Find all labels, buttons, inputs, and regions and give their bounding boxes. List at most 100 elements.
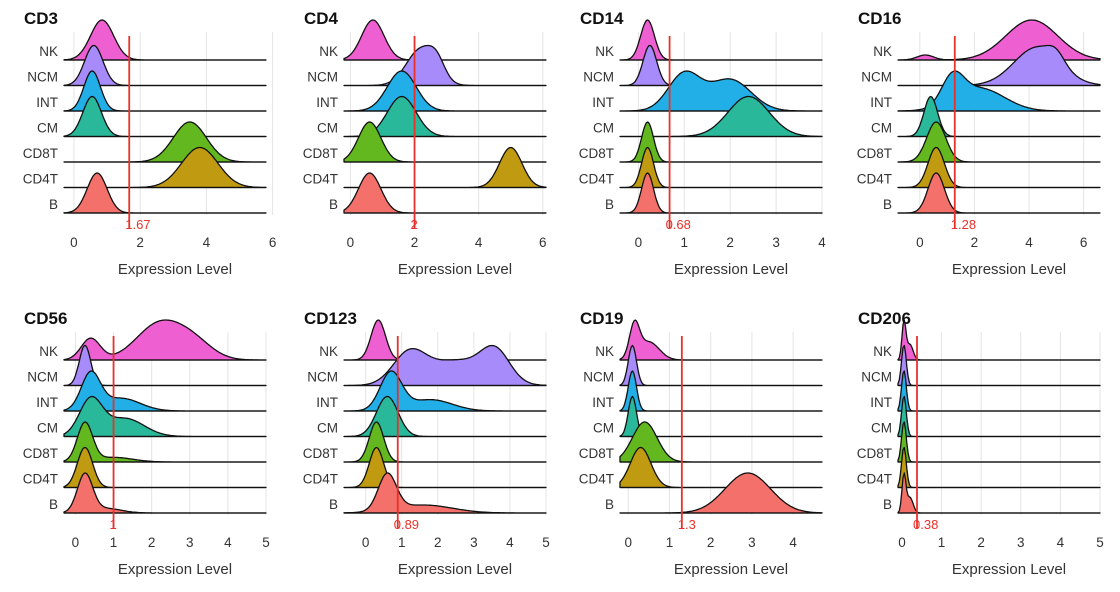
x-axis-title: Expression Level [118,261,232,278]
x-tick-label: 6 [269,235,277,250]
ridge-cm [63,95,267,138]
x-tick-label: 0 [70,235,78,250]
row-label-b: B [49,497,58,512]
row-label-nk: NK [319,44,338,59]
ridge-cd8t [619,421,823,463]
row-label-int: INT [316,95,338,110]
ridge-nk [63,319,267,361]
threshold-label: 1.67 [125,217,150,232]
x-tick-label: 2 [971,235,979,250]
ridge-nk [343,319,547,361]
ridge-ncm [897,344,1101,387]
ridgeline-panel-cd4: CD4 NK NCM INT CM CD8T CD4T B 2 0 2 4 6 Expression Le… [284,2,556,292]
ridgeline-plot: CD14 NK NCM INT CM CD8T CD4T B 0.68 0 1 2 3 4 Expressi… [579,9,827,278]
threshold-label: 1.28 [951,217,976,232]
row-label-b: B [605,497,614,512]
x-tick-label: 4 [1025,235,1033,250]
row-label-int: INT [36,395,58,410]
ridge-nk [897,19,1101,61]
x-tick-label: 2 [136,235,144,250]
x-tick-label: 0 [635,235,643,250]
row-label-int: INT [870,395,892,410]
row-label-ncm: NCM [583,70,614,85]
row-label-cm: CM [37,121,58,136]
x-tick-label: 6 [1080,235,1088,250]
ridgeline-panel-cd19: CD19 NK NCM INT CM CD8T CD4T B 1.3 0 1 2 3 4 Expressio… [560,302,832,592]
x-tick-label: 4 [789,535,797,550]
row-label-cd4t: CD4T [303,172,338,187]
row-label-b: B [605,197,614,212]
row-label-cd4t: CD4T [579,472,614,487]
x-tick-label: 1 [110,535,118,550]
ridge-nk [619,319,823,361]
x-tick-label: 5 [262,535,270,550]
x-tick-label: 3 [470,535,478,550]
x-tick-label: 2 [148,535,156,550]
x-tick-label: 5 [542,535,550,550]
threshold-label: 1 [110,517,117,532]
panel-title: CD14 [580,9,624,28]
x-tick-label: 0 [72,535,80,550]
ridge-int [619,370,823,412]
ridge-b [63,172,267,214]
row-label-cd8t: CD8T [23,446,58,461]
row-label-int: INT [316,395,338,410]
x-tick-label: 4 [506,535,514,550]
row-label-cd8t: CD8T [857,146,892,161]
ridgeline-plot: CD16 NK NCM INT CM CD8T CD4T B 1.28 0 2 4 6 Expressio… [857,9,1101,278]
row-label-cd8t: CD8T [857,446,892,461]
row-label-ncm: NCM [861,370,892,385]
row-label-cm: CM [871,121,892,136]
row-label-int: INT [870,95,892,110]
panel-title: CD123 [304,309,357,328]
ridgeline-panel-cd14: CD14 NK NCM INT CM CD8T CD4T B 0.68 0 1 2 3 4 Expressi… [560,2,832,292]
ridge-cd4t [343,446,547,489]
row-label-b: B [329,197,338,212]
threshold-label: 0.38 [913,517,938,532]
x-tick-label: 0 [624,535,632,550]
x-tick-label: 0 [362,535,370,550]
ridgeline-panel-cd123: CD123 NK NCM INT CM CD8T CD4T B 0.89 0 1 2 3 4 5 Expres… [284,302,556,592]
ridge-cd4t [897,446,1101,489]
row-label-cd8t: CD8T [23,146,58,161]
row-label-nk: NK [39,344,58,359]
ridgeline-panel-cd16: CD16 NK NCM INT CM CD8T CD4T B 1.28 0 2 4 6 Expressio… [838,2,1110,292]
row-label-cm: CM [37,421,58,436]
ridge-b [897,472,1101,514]
x-tick-label: 3 [1017,535,1025,550]
ridgeline-panel-cd56: CD56 NK NCM INT CM CD8T CD4T B 1 0 1 2 3 4 5 Expression… [4,302,276,592]
row-label-int: INT [592,95,614,110]
ridgeline-plot: CD123 NK NCM INT CM CD8T CD4T B 0.89 0 1 2 3 4 5 Expres… [303,309,550,578]
ridge-cm [897,395,1101,438]
row-label-cd8t: CD8T [303,446,338,461]
ridgeline-plot: CD56 NK NCM INT CM CD8T CD4T B 1 0 1 2 3 4 5 Expression… [23,309,270,578]
row-label-cd4t: CD4T [23,472,58,487]
x-tick-label: 1 [398,535,406,550]
row-label-cd4t: CD4T [303,472,338,487]
row-label-ncm: NCM [861,70,892,85]
panel-title: CD4 [304,9,339,28]
threshold-label: 1.3 [678,517,696,532]
ridge-cm [63,395,267,438]
x-axis-title: Expression Level [674,261,788,278]
row-label-cm: CM [317,421,338,436]
row-label-nk: NK [319,344,338,359]
x-tick-label: 2 [434,535,442,550]
row-label-nk: NK [595,44,614,59]
x-tick-label: 4 [475,235,483,250]
row-label-cd8t: CD8T [579,446,614,461]
ridgeline-plot: CD3 NK NCM INT CM CD8T CD4T B 1.67 0 2 4 6 Expression… [23,9,277,278]
x-axis-title: Expression Level [952,261,1066,278]
ridgeline-panel-cd3: CD3 NK NCM INT CM CD8T CD4T B 1.67 0 2 4 6 Expression… [4,2,277,292]
ridge-nk [897,319,1101,361]
x-tick-label: 1 [666,535,674,550]
threshold-label: 0.68 [666,217,691,232]
row-label-nk: NK [39,44,58,59]
ridge-int [897,370,1101,412]
panel-title: CD3 [24,9,58,28]
x-tick-label: 6 [539,235,547,250]
ridge-b [619,172,823,214]
threshold-label: 2 [411,217,418,232]
x-tick-label: 4 [818,235,826,250]
row-label-cm: CM [593,421,614,436]
